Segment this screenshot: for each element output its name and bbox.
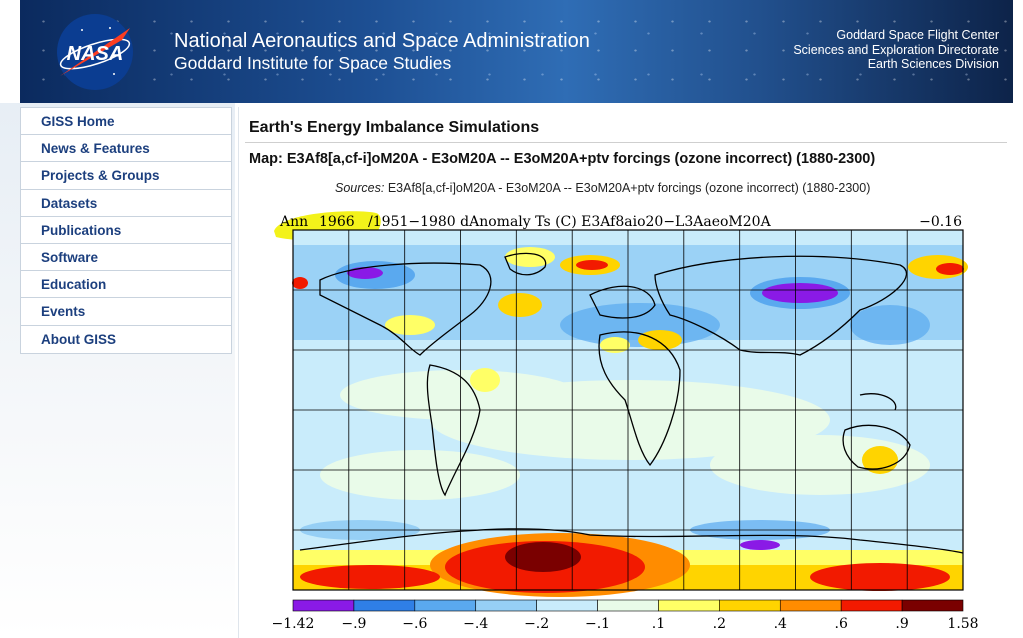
- anomaly-map: [292, 229, 968, 597]
- sidebar-item-events[interactable]: Events: [21, 298, 231, 326]
- colorbar-label: −.4: [463, 616, 488, 632]
- agency-name: National Aeronautics and Space Administr…: [174, 30, 590, 52]
- center-info: Goddard Space Flight Center Sciences and…: [793, 28, 999, 72]
- colorbar-label: .4: [774, 616, 787, 632]
- sources-label: Sources:: [335, 181, 385, 195]
- colorbar-label: .1: [652, 616, 665, 632]
- sidebar-item-projects-groups[interactable]: Projects & Groups: [21, 162, 231, 190]
- colorbar-swatch: [658, 599, 720, 612]
- colorbar-label: 1.58: [947, 616, 978, 632]
- figure-period: Ann: [279, 214, 308, 230]
- sidebar-nav: GISS Home News & Features Projects & Gro…: [20, 107, 232, 354]
- sidebar-item-about-giss[interactable]: About GISS: [41, 331, 116, 347]
- institute-name: Goddard Institute for Space Studies: [174, 53, 452, 73]
- colorbar-label: −.6: [402, 616, 427, 632]
- nasa-logo-icon[interactable]: NASA: [52, 10, 138, 94]
- colorbar-swatch: [353, 599, 416, 612]
- colorbar-label: .6: [835, 616, 848, 632]
- sidebar-item-datasets[interactable]: Datasets: [21, 190, 231, 217]
- colorbar-swatch: [536, 599, 598, 612]
- sidebar-item-software[interactable]: Software: [21, 244, 231, 272]
- colorbar-label: .9: [895, 616, 908, 632]
- colorbar-label: −.2: [524, 616, 549, 632]
- sources-text: E3Af8[a,cf-i]oM20A - E3oM20A -- E3oM20A+…: [387, 181, 871, 195]
- colorbar-swatch: [840, 599, 903, 612]
- colorbar-swatch: [414, 599, 477, 612]
- nasa-logo-text: NASA: [67, 43, 124, 65]
- sidebar-item-news-features[interactable]: News & Features: [21, 135, 231, 163]
- map-frame: [292, 229, 964, 591]
- colorbar-swatch: [719, 599, 781, 612]
- starfield-background: [20, 0, 1013, 103]
- colorbar-label: .2: [713, 616, 726, 632]
- colorbar-swatch: [292, 599, 355, 612]
- colorbar-label: −1.42: [272, 616, 315, 632]
- header-banner: NASA National Aeronautics and Space Admi…: [20, 0, 1013, 103]
- colorbar-swatch: [901, 599, 964, 612]
- sidebar-item-publications[interactable]: Publications: [21, 217, 231, 244]
- map-title: Map: E3Af8[a,cf-i]oM20A - E3oM20A -- E3o…: [249, 151, 876, 167]
- center-line-1: Goddard Space Flight Center: [836, 28, 999, 42]
- sidebar-item-education[interactable]: Education: [21, 271, 231, 299]
- colorbar-label: −.9: [341, 616, 366, 632]
- colorbar: −1.42 −.9 −.6 −.4 −.2 −.1 .1 .2 .4 .6 .9 1.58: [272, 599, 979, 632]
- title-divider: [245, 142, 1007, 143]
- sidebar-item-giss-home[interactable]: GISS Home: [21, 108, 231, 136]
- center-line-2: Sciences and Exploration Directorate: [793, 42, 999, 57]
- colorbar-label: −.1: [585, 616, 610, 632]
- sources-line: Sources: E3Af8[a,cf-i]oM20A - E3oM20A --…: [335, 181, 870, 195]
- figure-global-mean: −0.16: [919, 214, 962, 230]
- figure-description: /1951−1980 dAnomaly Ts (C) E3Af8aio20−L3…: [368, 214, 772, 230]
- center-line-3: Earth Sciences Division: [867, 57, 999, 71]
- colorbar-swatch: [475, 599, 537, 612]
- anomaly-map-figure[interactable]: Ann 1966 /1951−1980 dAnomaly Ts (C) E3Af…: [260, 205, 980, 638]
- colorbar-swatch: [597, 599, 659, 612]
- figure-year: 1966: [319, 214, 355, 230]
- page-title: Earth's Energy Imbalance Simulations: [249, 119, 540, 136]
- colorbar-swatch: [779, 599, 842, 612]
